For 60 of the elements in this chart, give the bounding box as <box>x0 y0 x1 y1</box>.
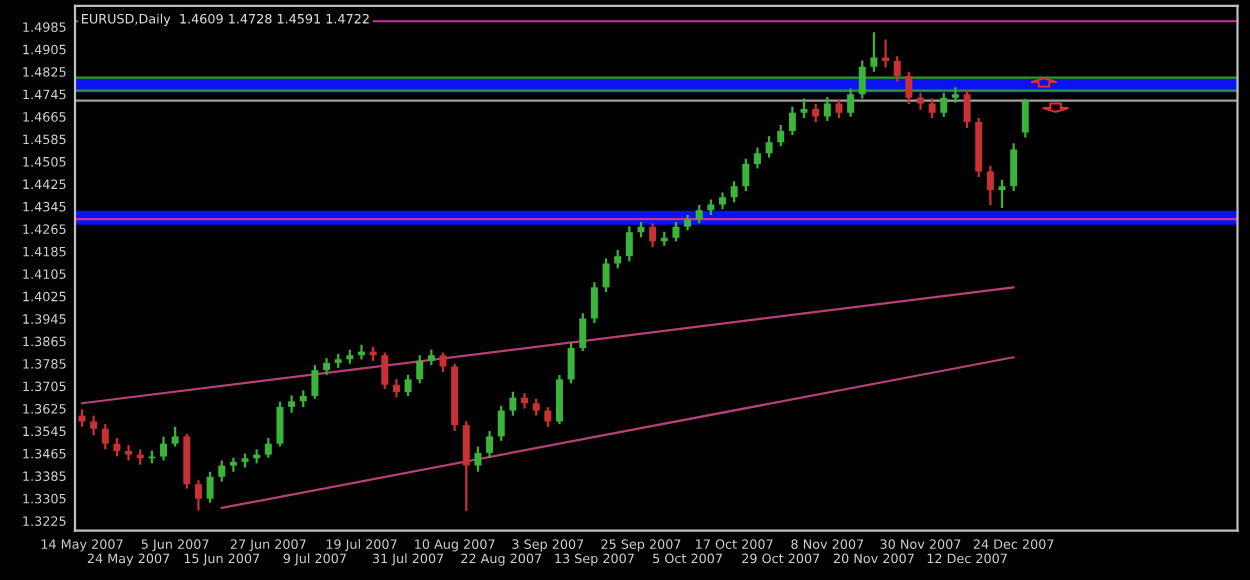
candlestick <box>486 429 494 459</box>
candlestick <box>788 105 796 137</box>
candlestick <box>940 91 948 118</box>
candlestick <box>963 88 971 130</box>
candlestick <box>218 459 226 483</box>
candlestick <box>986 164 994 207</box>
candlestick <box>160 435 167 462</box>
candlestick <box>602 257 610 294</box>
candlestick <box>590 281 598 325</box>
candlestick <box>555 373 563 426</box>
candlestick <box>672 220 680 243</box>
candlestick <box>847 87 855 118</box>
candlestick <box>730 180 738 204</box>
candlestick <box>206 470 214 504</box>
candlestick <box>90 414 98 437</box>
candlestick <box>765 135 773 159</box>
candlestick <box>509 390 517 417</box>
candlestick <box>474 445 482 473</box>
candlestick <box>777 123 785 148</box>
candlestick <box>625 225 633 263</box>
candlestick <box>101 422 109 451</box>
candlestick <box>858 59 866 100</box>
candlestick <box>264 436 272 459</box>
candlestick <box>392 378 400 399</box>
candlestick <box>1010 142 1018 193</box>
candlestick <box>812 102 820 124</box>
candlestick <box>753 146 761 170</box>
candlestick <box>544 406 552 428</box>
candlestick <box>462 420 470 513</box>
candlestick <box>567 341 575 385</box>
candlestick <box>1021 97 1029 139</box>
candlestick <box>695 203 703 225</box>
candlestick <box>649 222 657 249</box>
candlestick <box>870 31 878 73</box>
candlestick <box>276 400 284 448</box>
candlestick <box>835 98 843 120</box>
candlestick <box>183 432 191 490</box>
candlestick <box>381 351 389 391</box>
candlestick <box>113 436 121 458</box>
candlestick <box>951 86 959 104</box>
candlestick <box>882 38 890 69</box>
candlestick <box>439 351 447 374</box>
candlestick <box>928 97 936 120</box>
candlestick <box>194 479 202 512</box>
candlestick <box>404 373 412 398</box>
candlestick <box>998 178 1006 210</box>
candlestick <box>521 392 529 410</box>
candlestick <box>823 95 831 122</box>
candlestick <box>917 91 924 111</box>
candlestick <box>893 55 901 83</box>
candlestick <box>742 157 750 193</box>
candlestick <box>579 312 587 353</box>
candlestick <box>800 97 808 120</box>
candlestick <box>416 354 424 385</box>
candlestick <box>125 443 133 462</box>
candlestick <box>311 363 319 400</box>
candlestick <box>905 70 913 106</box>
candlestick <box>171 425 179 448</box>
candlestick <box>497 404 505 442</box>
candlestick <box>614 248 622 270</box>
